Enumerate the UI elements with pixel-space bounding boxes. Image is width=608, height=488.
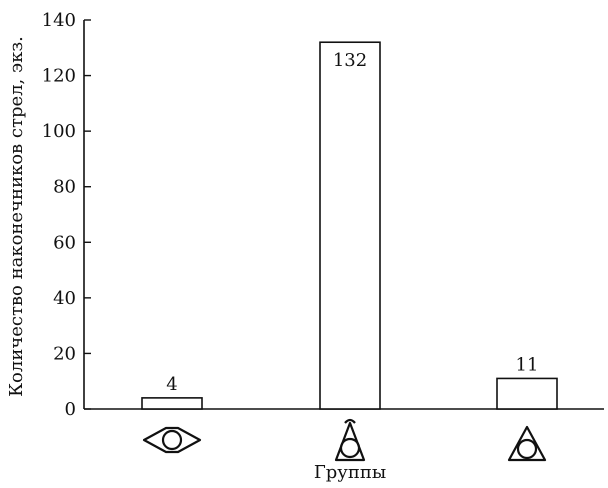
data-labels: 4 132 11 xyxy=(166,50,538,395)
bars xyxy=(141,41,558,410)
y-tick-label: 60 xyxy=(53,232,76,253)
y-tick-label: 20 xyxy=(53,343,76,364)
y-tick-label: 140 xyxy=(42,10,76,31)
x-axis-title: Группы xyxy=(314,462,386,483)
bar xyxy=(496,377,558,410)
y-tick-label: 100 xyxy=(42,121,76,142)
y-tick-label: 0 xyxy=(65,399,76,420)
y-ticks: 0 20 40 60 80 100 120 140 xyxy=(42,10,91,420)
y-tick-label: 40 xyxy=(53,288,76,309)
bar xyxy=(319,41,381,410)
y-axis-title: Количество наконечников стрел, экз. xyxy=(6,36,27,397)
bar-value-label: 4 xyxy=(166,374,177,395)
y-tick-label: 80 xyxy=(53,177,76,198)
triangle-circle-icon xyxy=(507,425,547,462)
bar-value-label: 11 xyxy=(516,354,539,375)
triangle-circle-hook-icon xyxy=(334,418,366,462)
bar-value-label: 132 xyxy=(333,50,367,71)
eye-lens-icon xyxy=(142,426,202,454)
category-icons xyxy=(142,418,547,462)
y-tick-label: 120 xyxy=(42,66,76,87)
bar xyxy=(141,397,203,410)
